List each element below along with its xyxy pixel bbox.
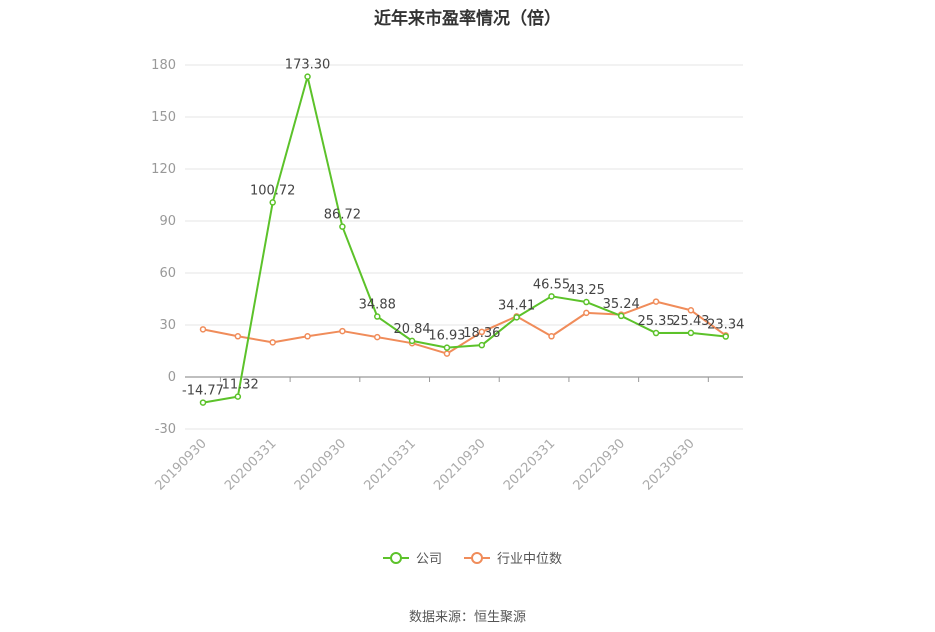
data-label: 20.84 — [393, 322, 430, 337]
data-point — [443, 344, 451, 351]
y-tick-label: 90 — [159, 214, 176, 229]
data-label: -14.77 — [182, 384, 224, 399]
series-line — [202, 300, 727, 355]
data-point — [583, 298, 590, 306]
data-label: 34.41 — [498, 298, 535, 313]
data-point — [199, 399, 207, 406]
data-point — [234, 333, 242, 340]
data-point — [374, 333, 381, 341]
x-tick-label: 20210930 — [431, 436, 488, 493]
x-tick-label: 20210331 — [362, 436, 419, 493]
data-point — [687, 307, 695, 314]
source-note: 数据来源：恒生聚源 — [408, 610, 526, 625]
chart-title: 近年来市盈率情况（倍） — [374, 9, 561, 29]
data-label: 16.93 — [428, 329, 465, 344]
data-point — [687, 329, 695, 337]
data-point — [339, 327, 346, 335]
data-point — [304, 333, 311, 340]
data-label: 23.34 — [707, 318, 744, 333]
data-point — [548, 293, 555, 300]
data-point — [548, 333, 555, 340]
x-tick-label: 20220930 — [571, 436, 628, 493]
data-label: 25.35 — [637, 314, 674, 329]
data-point — [478, 341, 486, 349]
data-point — [652, 298, 660, 305]
y-tick-label: 0 — [168, 370, 176, 385]
data-point — [269, 339, 276, 346]
data-point — [478, 328, 486, 336]
data-point — [583, 309, 590, 317]
x-tick-label: 20200331 — [222, 436, 279, 493]
data-point — [617, 312, 625, 320]
data-point — [199, 326, 207, 333]
data-labels: -14.77-11.32100.72173.3086.7234.8820.841… — [182, 58, 744, 399]
y-tick-label: -30 — [155, 422, 176, 437]
data-label: 34.88 — [359, 298, 396, 313]
data-point — [269, 199, 276, 206]
legend-label: 公司 — [416, 552, 442, 567]
x-tick-label: 20220331 — [501, 436, 558, 493]
y-tick-label: 120 — [151, 162, 176, 177]
data-label: 100.72 — [250, 183, 296, 198]
y-tick-label: 60 — [159, 266, 176, 281]
x-tick-label: 20230630 — [640, 436, 697, 493]
data-label: 35.24 — [603, 297, 640, 312]
y-tick-label: 150 — [151, 110, 176, 125]
legend-swatch-marker — [471, 552, 483, 564]
data-label: -11.32 — [217, 378, 259, 393]
data-label: 43.25 — [568, 283, 605, 298]
legend-label: 行业中位数 — [497, 552, 562, 567]
data-label: 18.36 — [463, 326, 500, 341]
data-point — [304, 73, 311, 80]
data-point — [652, 329, 660, 337]
data-point — [443, 350, 451, 357]
data-point — [234, 393, 242, 400]
gridlines — [185, 64, 743, 430]
legend-swatch-marker — [390, 552, 402, 564]
data-label: 173.30 — [285, 58, 331, 73]
y-tick-label: 180 — [151, 58, 176, 73]
y-axis-ticks: -30 0 30 60 90 120 150 180 — [151, 58, 176, 437]
data-label: 86.72 — [324, 208, 361, 223]
data-point — [722, 333, 729, 340]
data-label: 25.43 — [672, 314, 709, 329]
y-tick-label: 30 — [159, 318, 176, 333]
series-lines — [199, 73, 729, 406]
x-axis — [185, 376, 743, 382]
data-point — [408, 337, 416, 345]
legend: 公司 行业中位数 — [383, 552, 562, 567]
data-point — [374, 313, 381, 320]
x-axis-ticks: 20190930 20200331 20200930 20210331 20210930… — [152, 436, 697, 493]
series-line — [202, 75, 726, 404]
x-tick-label: 20190930 — [152, 436, 209, 493]
data-point — [339, 223, 346, 230]
data-label: 46.55 — [533, 277, 570, 292]
data-point — [513, 314, 520, 321]
x-tick-label: 20200930 — [292, 436, 349, 493]
